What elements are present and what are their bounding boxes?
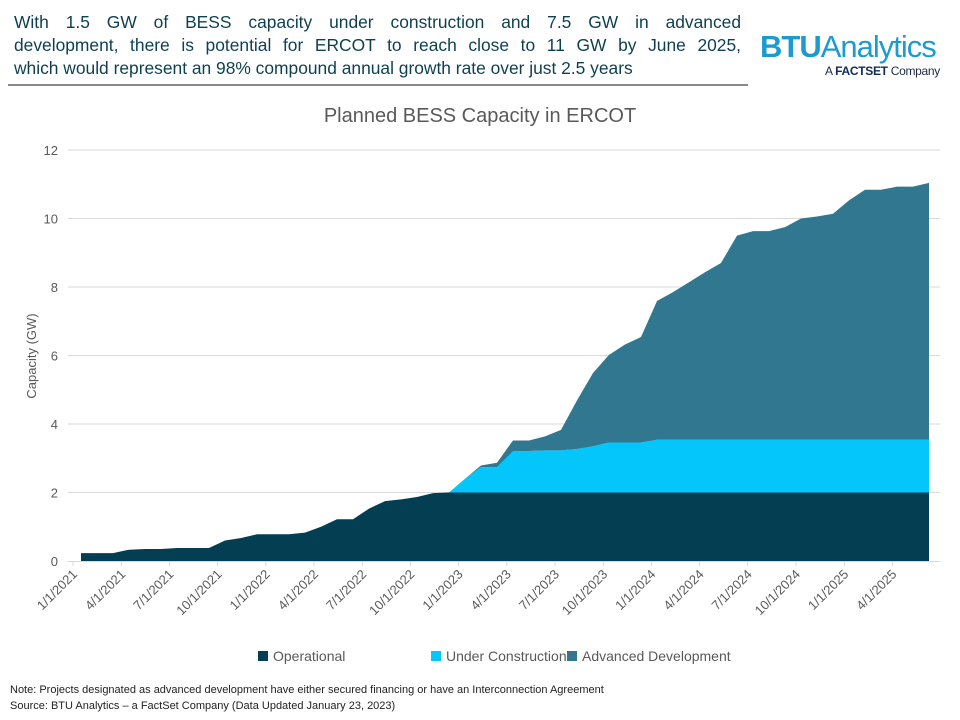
x-tick-label: 10/1/2023: [559, 567, 611, 619]
header-divider: [8, 84, 748, 86]
legend-label: Operational: [273, 648, 346, 664]
legend-swatch: [567, 651, 577, 661]
x-tick-label: 4/1/2021: [82, 567, 128, 613]
x-tick-label: 4/1/2022: [275, 567, 321, 613]
legend-label: Advanced Development: [582, 648, 731, 664]
x-tick-label: 1/1/2024: [612, 567, 658, 613]
y-axis-label: Capacity (GW): [24, 313, 39, 398]
y-tick-label: 2: [51, 486, 58, 501]
x-tick-label: 10/1/2021: [173, 567, 225, 619]
chart-title: Planned BESS Capacity in ERCOT: [323, 105, 637, 127]
area-operational: [81, 492, 929, 561]
logo-sub-prefix: A: [825, 64, 836, 78]
logo-brand-rest: Analytics: [820, 29, 937, 64]
x-tick-label: 1/1/2025: [805, 567, 851, 613]
x-tick-label: 7/1/2024: [709, 567, 755, 613]
area-under-construction: [81, 439, 929, 554]
y-tick-label: 6: [51, 349, 58, 364]
legend-item-operational: Operational: [258, 648, 345, 664]
x-tick-label: 4/1/2025: [853, 567, 899, 613]
y-tick-label: 4: [51, 417, 58, 432]
btu-analytics-logo: BTUAnalytics A FACTSET Company: [760, 29, 950, 79]
legend-item-advanced-development: Advanced Development: [567, 648, 731, 664]
logo-sub-suffix: Company: [887, 64, 941, 78]
headline-line: With 1.5 GW of BESS capacity under const…: [14, 12, 741, 32]
headline-line: which would represent an 98% compound an…: [14, 58, 633, 78]
footnote: Note: Projects designated as advanced de…: [10, 684, 604, 696]
y-tick-label: 12: [44, 143, 58, 158]
legend-swatch: [431, 651, 441, 661]
y-tick-label: 8: [51, 280, 58, 295]
logo-brand-bold: BTU: [760, 29, 822, 64]
x-tick-label: 10/1/2024: [752, 567, 804, 619]
legend-item-under-construction: Under Construction: [431, 648, 567, 664]
area-advanced-development: [81, 182, 929, 554]
legend-swatch: [258, 651, 268, 661]
x-tick-label: 1/1/2023: [419, 567, 465, 613]
legend-label: Under Construction: [446, 648, 567, 664]
x-tick-label: 7/1/2022: [323, 567, 369, 613]
y-tick-label: 10: [44, 212, 58, 227]
x-tick-label: 7/1/2023: [516, 567, 562, 613]
x-tick-label: 1/1/2021: [34, 567, 80, 613]
x-tick-label: 10/1/2022: [366, 567, 418, 619]
y-tick-label: 0: [51, 554, 58, 569]
source-note: Source: BTU Analytics – a FactSet Compan…: [10, 700, 396, 712]
headline-line: development, there is potential for ERCO…: [14, 35, 741, 55]
headline: With 1.5 GW of BESS capacity under const…: [14, 11, 741, 80]
x-tick-label: 4/1/2024: [660, 567, 706, 613]
logo-factset: FACTSET: [835, 64, 888, 78]
x-tick-label: 1/1/2022: [227, 567, 273, 613]
x-tick-label: 4/1/2023: [468, 567, 514, 613]
x-tick-label: 7/1/2021: [130, 567, 176, 613]
